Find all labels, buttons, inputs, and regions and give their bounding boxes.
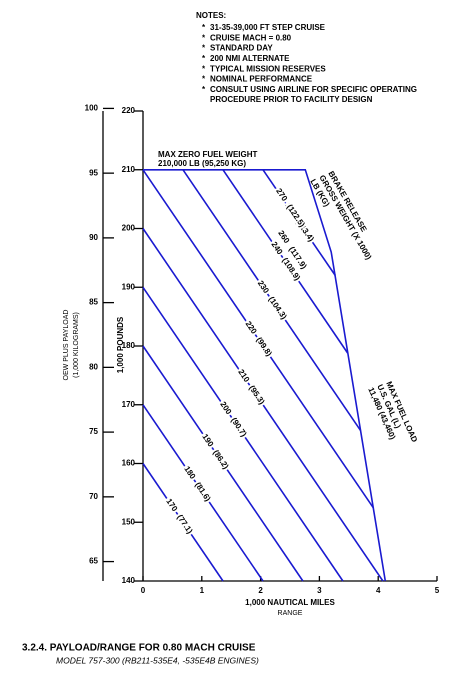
gross-weight-line bbox=[142, 345, 304, 582]
y2-tick-label: 80 bbox=[89, 362, 98, 371]
gw-lb: 220 bbox=[244, 320, 259, 337]
note-text: NOMINAL PERFORMANCE bbox=[210, 75, 313, 84]
x-tick-label: 1 bbox=[200, 586, 205, 595]
y-tick-label: 190 bbox=[122, 282, 136, 291]
gross-weight-line bbox=[262, 169, 336, 276]
note-text: PROCEDURE PRIOR TO FACILITY DESIGN bbox=[210, 95, 373, 104]
y2-axis-title: OEW PLUS PAYLOAD bbox=[63, 310, 70, 381]
gw-kg: (77.1) bbox=[175, 513, 194, 536]
x-axis-title: 1,000 NAUTICAL MILES bbox=[245, 598, 335, 607]
note-text: 31-35-39,000 FT STEP CRUISE bbox=[210, 23, 326, 32]
gross-weight-label: 210(95.3) bbox=[236, 368, 266, 407]
x-tick-label: 0 bbox=[141, 586, 146, 595]
notes-title: NOTES: bbox=[196, 11, 226, 20]
gw-lb: 210 bbox=[236, 368, 251, 385]
y-tick-label: 210 bbox=[122, 165, 136, 174]
gw-lb: 180 bbox=[182, 465, 197, 482]
gross-weight-label: 190(86.2) bbox=[200, 432, 230, 471]
y2-tick-label: 75 bbox=[89, 427, 98, 436]
gross-weight-line bbox=[142, 286, 344, 582]
y-tick-label: 150 bbox=[122, 517, 136, 526]
gross-weight-line bbox=[182, 169, 362, 432]
gw-lb: 190 bbox=[200, 432, 215, 449]
y-tick-label: 220 bbox=[122, 106, 136, 115]
gw-kg: (95.3) bbox=[247, 384, 266, 407]
gw-kg: (99.8) bbox=[254, 336, 273, 359]
gross-weight-label: 180(81.6) bbox=[182, 465, 212, 504]
y2-tick-label: 65 bbox=[89, 557, 98, 566]
gross-weight-line bbox=[142, 169, 375, 509]
annotation: 210,000 LB (95,250 KG) bbox=[158, 159, 246, 168]
y2-tick-label: 70 bbox=[89, 492, 98, 501]
note-bullet: * bbox=[202, 85, 206, 94]
note-bullet: * bbox=[202, 64, 206, 73]
gw-lb: 230 bbox=[256, 279, 271, 296]
y2-tick-label: 95 bbox=[89, 168, 98, 177]
gross-weight-label: 220(99.8) bbox=[244, 320, 274, 359]
caption-title: 3.2.4. PAYLOAD/RANGE FOR 0.80 MACH CRUIS… bbox=[22, 643, 256, 654]
y2-tick-label: 100 bbox=[85, 104, 99, 113]
note-text: TYPICAL MISSION RESERVES bbox=[210, 64, 326, 73]
envelope-line bbox=[143, 169, 387, 582]
note-bullet: * bbox=[202, 75, 206, 84]
x-axis-subtitle: RANGE bbox=[278, 610, 303, 617]
y-tick-label: 180 bbox=[122, 341, 136, 350]
annotation: GROSS WEIGHT (X 1000) bbox=[317, 174, 373, 262]
gross-weight-label: 200(90.7) bbox=[218, 400, 248, 439]
gw-kg: (86.2) bbox=[211, 448, 230, 471]
gw-kg: (122.5) bbox=[285, 203, 307, 229]
gw-lb: 170 bbox=[164, 497, 179, 514]
y2-tick-label: 90 bbox=[89, 233, 98, 242]
x-tick-label: 5 bbox=[435, 586, 440, 595]
x-tick-label: 3 bbox=[317, 586, 322, 595]
note-bullet: * bbox=[202, 23, 206, 32]
note-bullet: * bbox=[202, 54, 206, 63]
gw-lb: 200 bbox=[218, 400, 233, 417]
y-tick-label: 170 bbox=[122, 400, 136, 409]
gw-kg: (90.7) bbox=[229, 416, 248, 439]
y-tick-label: 200 bbox=[122, 224, 136, 233]
y-tick-label: 160 bbox=[122, 459, 136, 468]
gw-name: 270 bbox=[274, 187, 289, 204]
gw-kg: (81.6) bbox=[193, 481, 212, 504]
gross-weight-line bbox=[142, 463, 224, 582]
note-text: CONSULT USING AIRLINE FOR SPECIFIC OPERA… bbox=[210, 85, 417, 94]
y2-tick-label: 85 bbox=[89, 298, 98, 307]
gross-weight-line bbox=[142, 404, 264, 582]
gross-weight-line bbox=[142, 228, 384, 582]
gross-weight-label: 170(77.1) bbox=[164, 497, 194, 536]
gross-weight-line bbox=[222, 169, 349, 354]
note-bullet: * bbox=[202, 44, 206, 53]
y-tick-label: 140 bbox=[122, 576, 136, 585]
caption-subtitle: MODEL 757-300 (RB211-535E4, -535E4B ENGI… bbox=[56, 655, 259, 665]
y2-axis-subtitle: (1,000 KILOGRAMS) bbox=[73, 312, 80, 378]
x-tick-label: 4 bbox=[376, 586, 381, 595]
note-bullet: * bbox=[202, 33, 206, 42]
x-tick-label: 2 bbox=[258, 586, 263, 595]
gross-weight-label: 270(122.5) bbox=[274, 187, 307, 229]
note-text: STANDARD DAY bbox=[210, 44, 273, 53]
gross-weight-label: 230(104.3) bbox=[256, 279, 289, 321]
note-text: 200 NMI ALTERNATE bbox=[210, 54, 290, 63]
y-axis-title: 1,000 POUNDS bbox=[116, 316, 125, 373]
gw-kg: (104.3) bbox=[267, 295, 289, 321]
note-text: CRUISE MACH = 0.80 bbox=[210, 33, 292, 42]
annotation: MAX ZERO FUEL WEIGHT bbox=[158, 150, 258, 159]
